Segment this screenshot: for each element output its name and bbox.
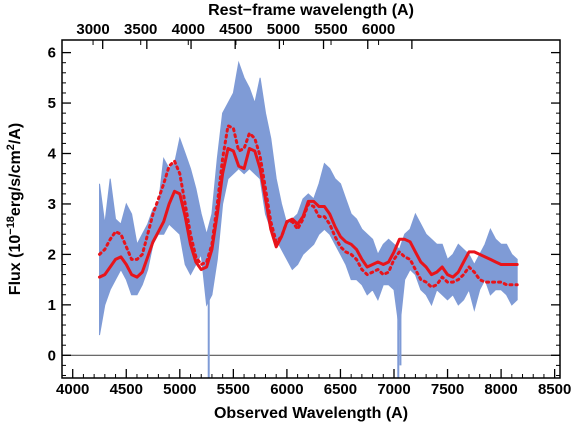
- y-tick-label: 6: [48, 45, 56, 62]
- y-tick-label: 0: [48, 347, 56, 364]
- y-tick-label: 5: [48, 95, 56, 112]
- top-x-axis-title: Rest−frame wavelength (A): [208, 2, 414, 19]
- y-tick-label: 3: [48, 196, 56, 213]
- top-tick-label: 5000: [267, 21, 300, 38]
- x-tick-label: 8000: [484, 381, 517, 398]
- top-tick-label: 4500: [219, 21, 252, 38]
- x-tick-label: 5000: [163, 381, 196, 398]
- top-tick-label: 6000: [362, 21, 395, 38]
- plot-clip-group: [62, 60, 560, 378]
- y-tick-label: 4: [48, 146, 57, 163]
- y-axis-title-superscript: −18: [5, 216, 17, 235]
- y-axis-title-part: Flux (10: [7, 235, 24, 296]
- top-tick-label: 4000: [172, 21, 205, 38]
- axes: 4000 4500 5000 5500 6000 6500 7000 7500 8000 8500…: [48, 21, 572, 398]
- model-curve-dotted: [98, 124, 519, 289]
- x-tick-label: 6000: [270, 381, 303, 398]
- y-axis-title-superscript: 2: [5, 144, 17, 150]
- x-axis-title: Observed Wavelength (A): [214, 405, 408, 422]
- y-axis-title-part: /A): [7, 123, 24, 144]
- x-tick-label: 4000: [56, 381, 89, 398]
- x-tick-label: 6500: [324, 381, 357, 398]
- y-axis-title: Flux (10−18erg/s/cm2/A): [5, 123, 24, 295]
- x-tick-label: 7500: [431, 381, 464, 398]
- top-tick-label: 3000: [76, 21, 109, 38]
- top-tick-label: 5500: [314, 21, 347, 38]
- x-tick-label: 4500: [110, 381, 143, 398]
- model-curve-solid: [98, 147, 519, 279]
- observed-spectrum: [99, 60, 518, 336]
- x-tick-label: 7000: [377, 381, 410, 398]
- plot-frame: [61, 39, 561, 379]
- x-tick-label: 8500: [538, 381, 571, 398]
- y-tick-label: 1: [48, 297, 56, 314]
- x-tick-label: 5500: [217, 381, 250, 398]
- y-axis-title-part: erg/s/cm: [7, 150, 24, 216]
- y-tick-label: 2: [48, 246, 56, 263]
- top-tick-label: 3500: [124, 21, 157, 38]
- plot-area: [62, 60, 560, 378]
